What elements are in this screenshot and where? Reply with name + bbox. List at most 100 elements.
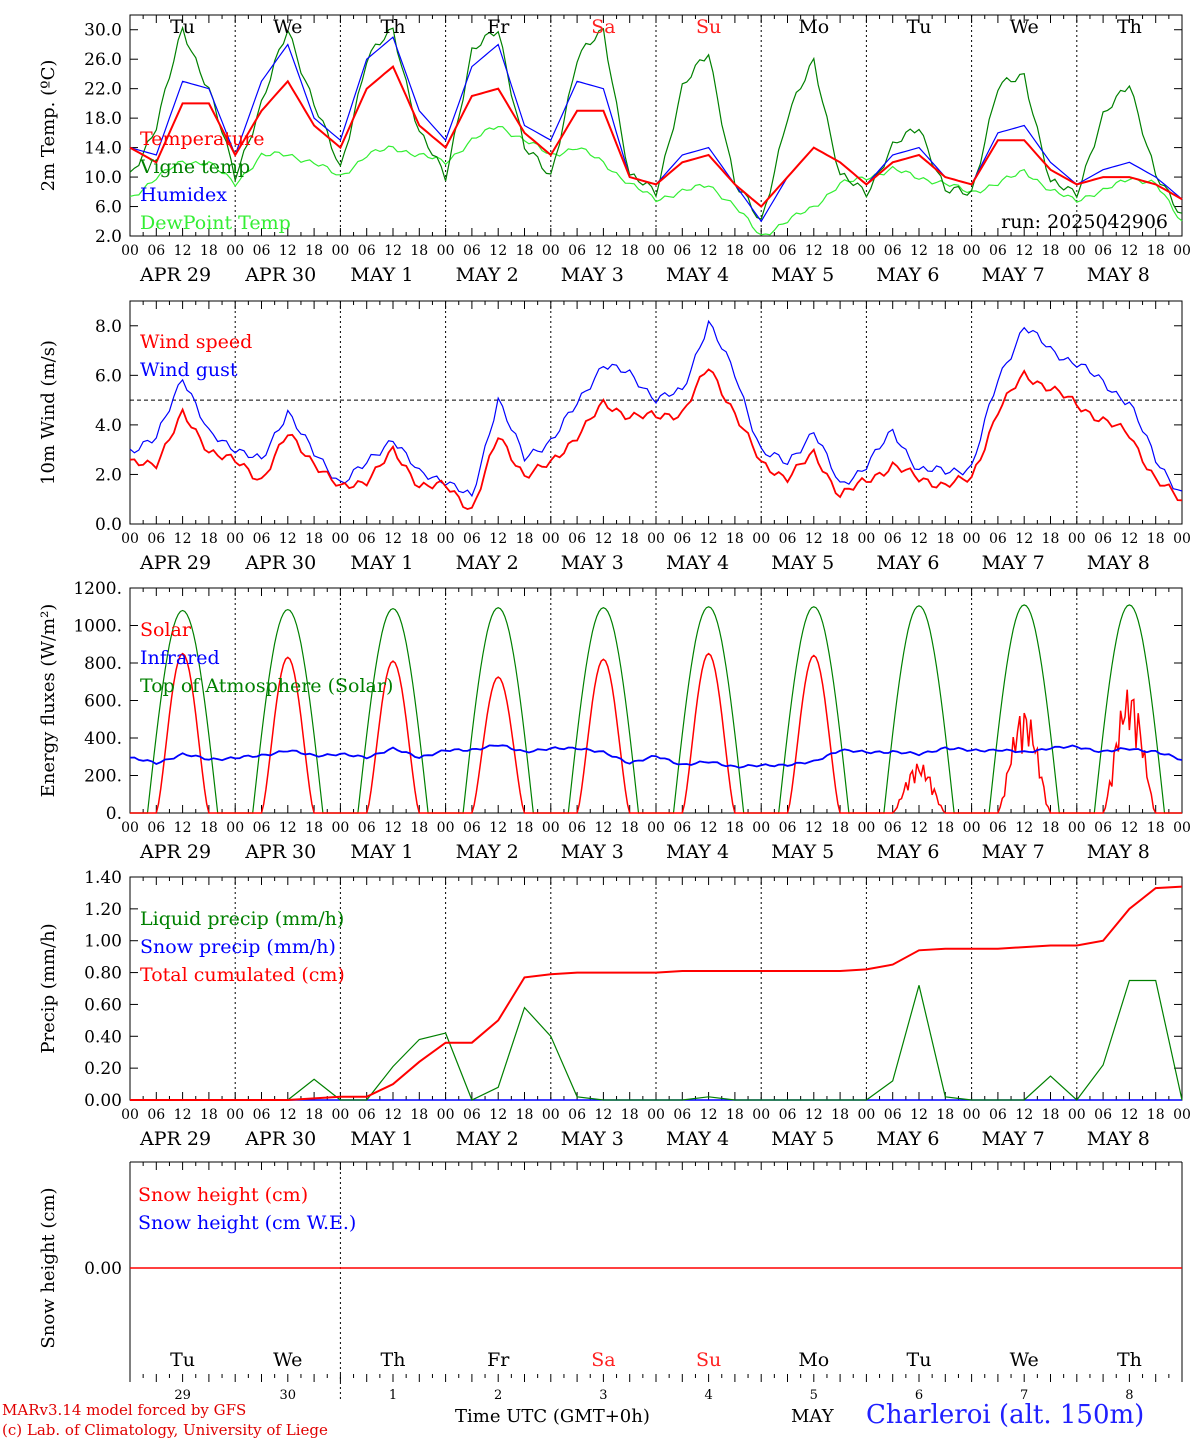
hour-tick-label: 18 [1042, 531, 1060, 547]
hour-tick-label: 00 [542, 1107, 560, 1123]
panel-2 [129, 300, 1183, 525]
hour-tick-label: 00 [542, 531, 560, 547]
hour-tick-label: 12 [1015, 1107, 1033, 1123]
date-label: MAY 4 [666, 264, 729, 286]
date-label: MAY 4 [666, 1128, 729, 1150]
weekday-label: Tu [170, 1349, 195, 1371]
hour-tick-label: 18 [726, 531, 744, 547]
y-axis-title: 10m Wind (m/s) [38, 340, 59, 485]
hour-tick-label: 12 [700, 1107, 718, 1123]
weekday-label: Th [381, 1349, 406, 1371]
hour-tick-label: 18 [305, 820, 323, 836]
date-label: MAY 5 [771, 1128, 834, 1150]
hour-tick-label: 06 [253, 1107, 271, 1123]
date-label: APR 30 [244, 1128, 316, 1150]
date-label: MAY 8 [1087, 552, 1150, 574]
day-number: 29 [174, 1388, 191, 1400]
hour-tick-label: 18 [936, 1107, 954, 1123]
hour-tick-label: 06 [463, 820, 481, 836]
weekday-label: Tu [170, 16, 195, 38]
date-label: MAY 2 [456, 264, 519, 286]
weekday-label: Th [381, 16, 406, 38]
date-label: MAY 6 [876, 264, 939, 286]
lab-credit: (c) Lab. of Climatology, University of L… [2, 1421, 328, 1439]
footer-credits: MARv3.14 model forced by GFS (c) Lab. of… [2, 1400, 328, 1440]
hour-tick-label: 12 [1015, 531, 1033, 547]
legend-snow-height-0: Snow height (cm) [138, 1184, 308, 1206]
series-wind_gust [129, 319, 1183, 498]
hour-tick-label: 18 [726, 1107, 744, 1123]
y-tick-label: 1200. [73, 579, 122, 599]
hour-tick-label: 06 [673, 1107, 691, 1123]
hour-tick-label: 00 [121, 820, 139, 836]
hour-tick-label: 06 [673, 820, 691, 836]
date-label: MAY 7 [982, 1128, 1045, 1150]
hour-tick-label: 00 [331, 820, 349, 836]
hour-tick-label: 00 [437, 820, 455, 836]
panel-4 [129, 876, 1183, 1101]
date-label: APR 30 [244, 264, 316, 286]
hour-tick-label: 00 [1173, 531, 1191, 547]
legend-wind_gust: Wind gust [140, 359, 238, 381]
legend-temperature: Temperature [140, 128, 264, 150]
hour-tick-label: 00 [437, 1107, 455, 1123]
hour-tick-label: 06 [358, 243, 376, 259]
hour-tick-label: 18 [1042, 243, 1060, 259]
hour-tick-label: 18 [936, 243, 954, 259]
y-tick-label: 0.80 [84, 964, 122, 984]
series-cumul [130, 885, 1183, 1101]
weekday-label: Tu [907, 1349, 932, 1371]
y-tick-label: 14.0 [84, 139, 122, 159]
hour-tick-label: 06 [253, 820, 271, 836]
day-number: 30 [280, 1388, 297, 1400]
hour-tick-label: 00 [963, 531, 981, 547]
hour-tick-label: 12 [594, 1107, 612, 1123]
y-tick-label: 10.0 [84, 168, 122, 188]
series-humidex [129, 36, 1183, 223]
hour-tick-label: 06 [779, 531, 797, 547]
hour-tick-label: 06 [358, 531, 376, 547]
y-tick-label: 0. [106, 804, 122, 824]
hour-tick-label: 06 [463, 531, 481, 547]
weekday-label: We [1010, 16, 1039, 38]
weekday-label: Th [1117, 16, 1142, 38]
hour-tick-label: 18 [621, 243, 639, 259]
hour-tick-label: 06 [463, 243, 481, 259]
hour-tick-label: 00 [542, 243, 560, 259]
day-number: 2 [494, 1388, 502, 1400]
day-number: 1 [389, 1388, 397, 1400]
hour-tick-label: 12 [700, 820, 718, 836]
meteogram: 2.06.010.014.018.022.026.030.02m Temp. (… [38, 14, 1191, 1400]
hour-tick-label: 12 [700, 243, 718, 259]
hour-tick-label: 12 [489, 1107, 507, 1123]
weekday-label: Fr [487, 1349, 510, 1371]
hour-tick-label: 12 [384, 531, 402, 547]
date-label: MAY 8 [1087, 841, 1150, 863]
date-label: MAY 3 [561, 264, 624, 286]
y-tick-label: 200. [84, 767, 122, 787]
series-infrared [129, 744, 1183, 769]
hour-tick-label: 18 [410, 531, 428, 547]
hour-tick-label: 18 [621, 1107, 639, 1123]
hour-tick-label: 12 [279, 820, 297, 836]
y-axis-title: Precip (mm/h) [38, 923, 59, 1053]
legend-dewpoint: DewPoint Temp [140, 212, 291, 234]
hour-tick-label: 00 [857, 531, 875, 547]
hour-tick-label: 06 [884, 243, 902, 259]
date-label: MAY 7 [982, 552, 1045, 574]
legend-humidex: Humidex [140, 184, 227, 206]
hour-tick-label: 00 [331, 243, 349, 259]
y-axis-title: Energy fluxes (W/m²) [38, 604, 59, 798]
hour-tick-label: 00 [647, 531, 665, 547]
station-label: Charleroi (alt. 150m) [866, 1400, 1145, 1430]
y-tick-label: 600. [84, 692, 122, 712]
legend-infrared: Infrared [140, 647, 220, 669]
hour-tick-label: 12 [594, 820, 612, 836]
series-dewpoint [129, 125, 1183, 236]
hour-tick-label: 18 [410, 820, 428, 836]
hour-tick-label: 12 [805, 531, 823, 547]
hour-tick-label: 12 [384, 1107, 402, 1123]
date-label: MAY 4 [666, 552, 729, 574]
hour-tick-label: 00 [857, 1107, 875, 1123]
hour-tick-label: 06 [673, 531, 691, 547]
